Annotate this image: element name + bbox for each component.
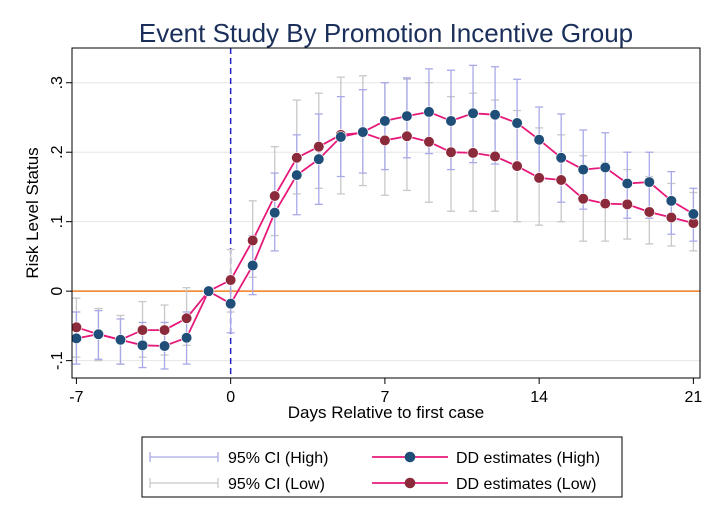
point-low xyxy=(489,150,501,162)
y-tick-label: .1 xyxy=(49,215,66,228)
point-low xyxy=(136,324,149,336)
point-low xyxy=(379,134,391,146)
point-high xyxy=(489,109,501,121)
point-low xyxy=(511,160,523,172)
point-high xyxy=(114,334,127,346)
point-high xyxy=(599,161,611,174)
x-tick-label: -7 xyxy=(69,389,83,406)
legend-label-high: DD estimates (High) xyxy=(456,450,600,467)
point-low xyxy=(423,136,435,148)
point-high xyxy=(313,153,325,165)
legend: 95% CI (High) DD estimates (High) 95% CI (… xyxy=(141,436,623,498)
point-low xyxy=(621,198,633,210)
point-high xyxy=(70,332,83,345)
y-tick-label: .2 xyxy=(49,145,66,158)
point-high xyxy=(401,110,413,122)
x-tick-label: 7 xyxy=(380,389,389,406)
point-high xyxy=(379,115,391,127)
point-low xyxy=(158,324,171,336)
point-high xyxy=(247,259,259,272)
point-low xyxy=(555,174,567,186)
point-low xyxy=(467,147,479,159)
point-low xyxy=(577,193,589,205)
y-tick-label: .3 xyxy=(49,76,66,89)
point-high xyxy=(291,169,303,181)
point-high xyxy=(92,328,105,340)
point-high xyxy=(180,332,193,344)
x-tick-label: 14 xyxy=(530,389,548,406)
point-high xyxy=(136,339,149,351)
confidence-intervals xyxy=(72,64,698,370)
legend-label-high: 95% CI (High) xyxy=(228,450,328,467)
point-high xyxy=(335,131,347,143)
y-tick-label: -.1 xyxy=(49,351,66,370)
legend-marker-high xyxy=(404,451,416,463)
x-tick-label: 21 xyxy=(684,389,702,406)
point-high xyxy=(269,207,281,219)
point-low xyxy=(445,146,457,158)
point-high xyxy=(577,163,589,176)
legend-box xyxy=(141,436,623,498)
point-low xyxy=(665,211,677,224)
point-high xyxy=(467,107,479,119)
legend-label-low: 95% CI (Low) xyxy=(228,476,325,493)
point-low xyxy=(599,198,611,210)
point-low xyxy=(247,234,259,247)
y-axis-label: Risk Level Status xyxy=(23,147,42,278)
point-high xyxy=(225,298,237,310)
point-low xyxy=(533,172,545,184)
y-tick-label: 0 xyxy=(49,287,66,296)
plot-frame xyxy=(71,47,701,379)
point-high xyxy=(511,117,523,129)
point-low xyxy=(643,206,655,218)
point-low xyxy=(70,321,83,333)
point-low xyxy=(269,190,281,202)
legend-marker-low xyxy=(404,477,416,489)
point-low xyxy=(401,130,413,142)
point-low xyxy=(225,274,237,286)
point-high xyxy=(665,195,677,207)
point-high xyxy=(423,106,435,118)
point-low xyxy=(291,152,303,164)
point-high xyxy=(158,340,171,352)
chart-title: Event Study By Promotion Incentive Group xyxy=(139,18,633,48)
point-high xyxy=(357,126,369,138)
point-high xyxy=(445,115,457,127)
point-high xyxy=(555,152,567,164)
axis-ticks: -.1 0 .1 .2 .3 -7 0 7 14 21 xyxy=(49,76,702,406)
point-low xyxy=(180,312,193,324)
x-tick-label: 0 xyxy=(226,389,235,406)
point-high xyxy=(687,208,699,220)
point-high xyxy=(203,285,215,297)
legend-items: 95% CI (High) DD estimates (High) 95% CI (… xyxy=(149,450,600,493)
x-axis-label: Days Relative to first case xyxy=(288,403,485,422)
legend-label-low: DD estimates (Low) xyxy=(456,476,596,493)
point-high xyxy=(533,134,545,146)
point-high xyxy=(621,177,633,190)
point-high xyxy=(643,176,655,188)
point-low xyxy=(313,141,325,153)
series-markers xyxy=(70,106,699,352)
